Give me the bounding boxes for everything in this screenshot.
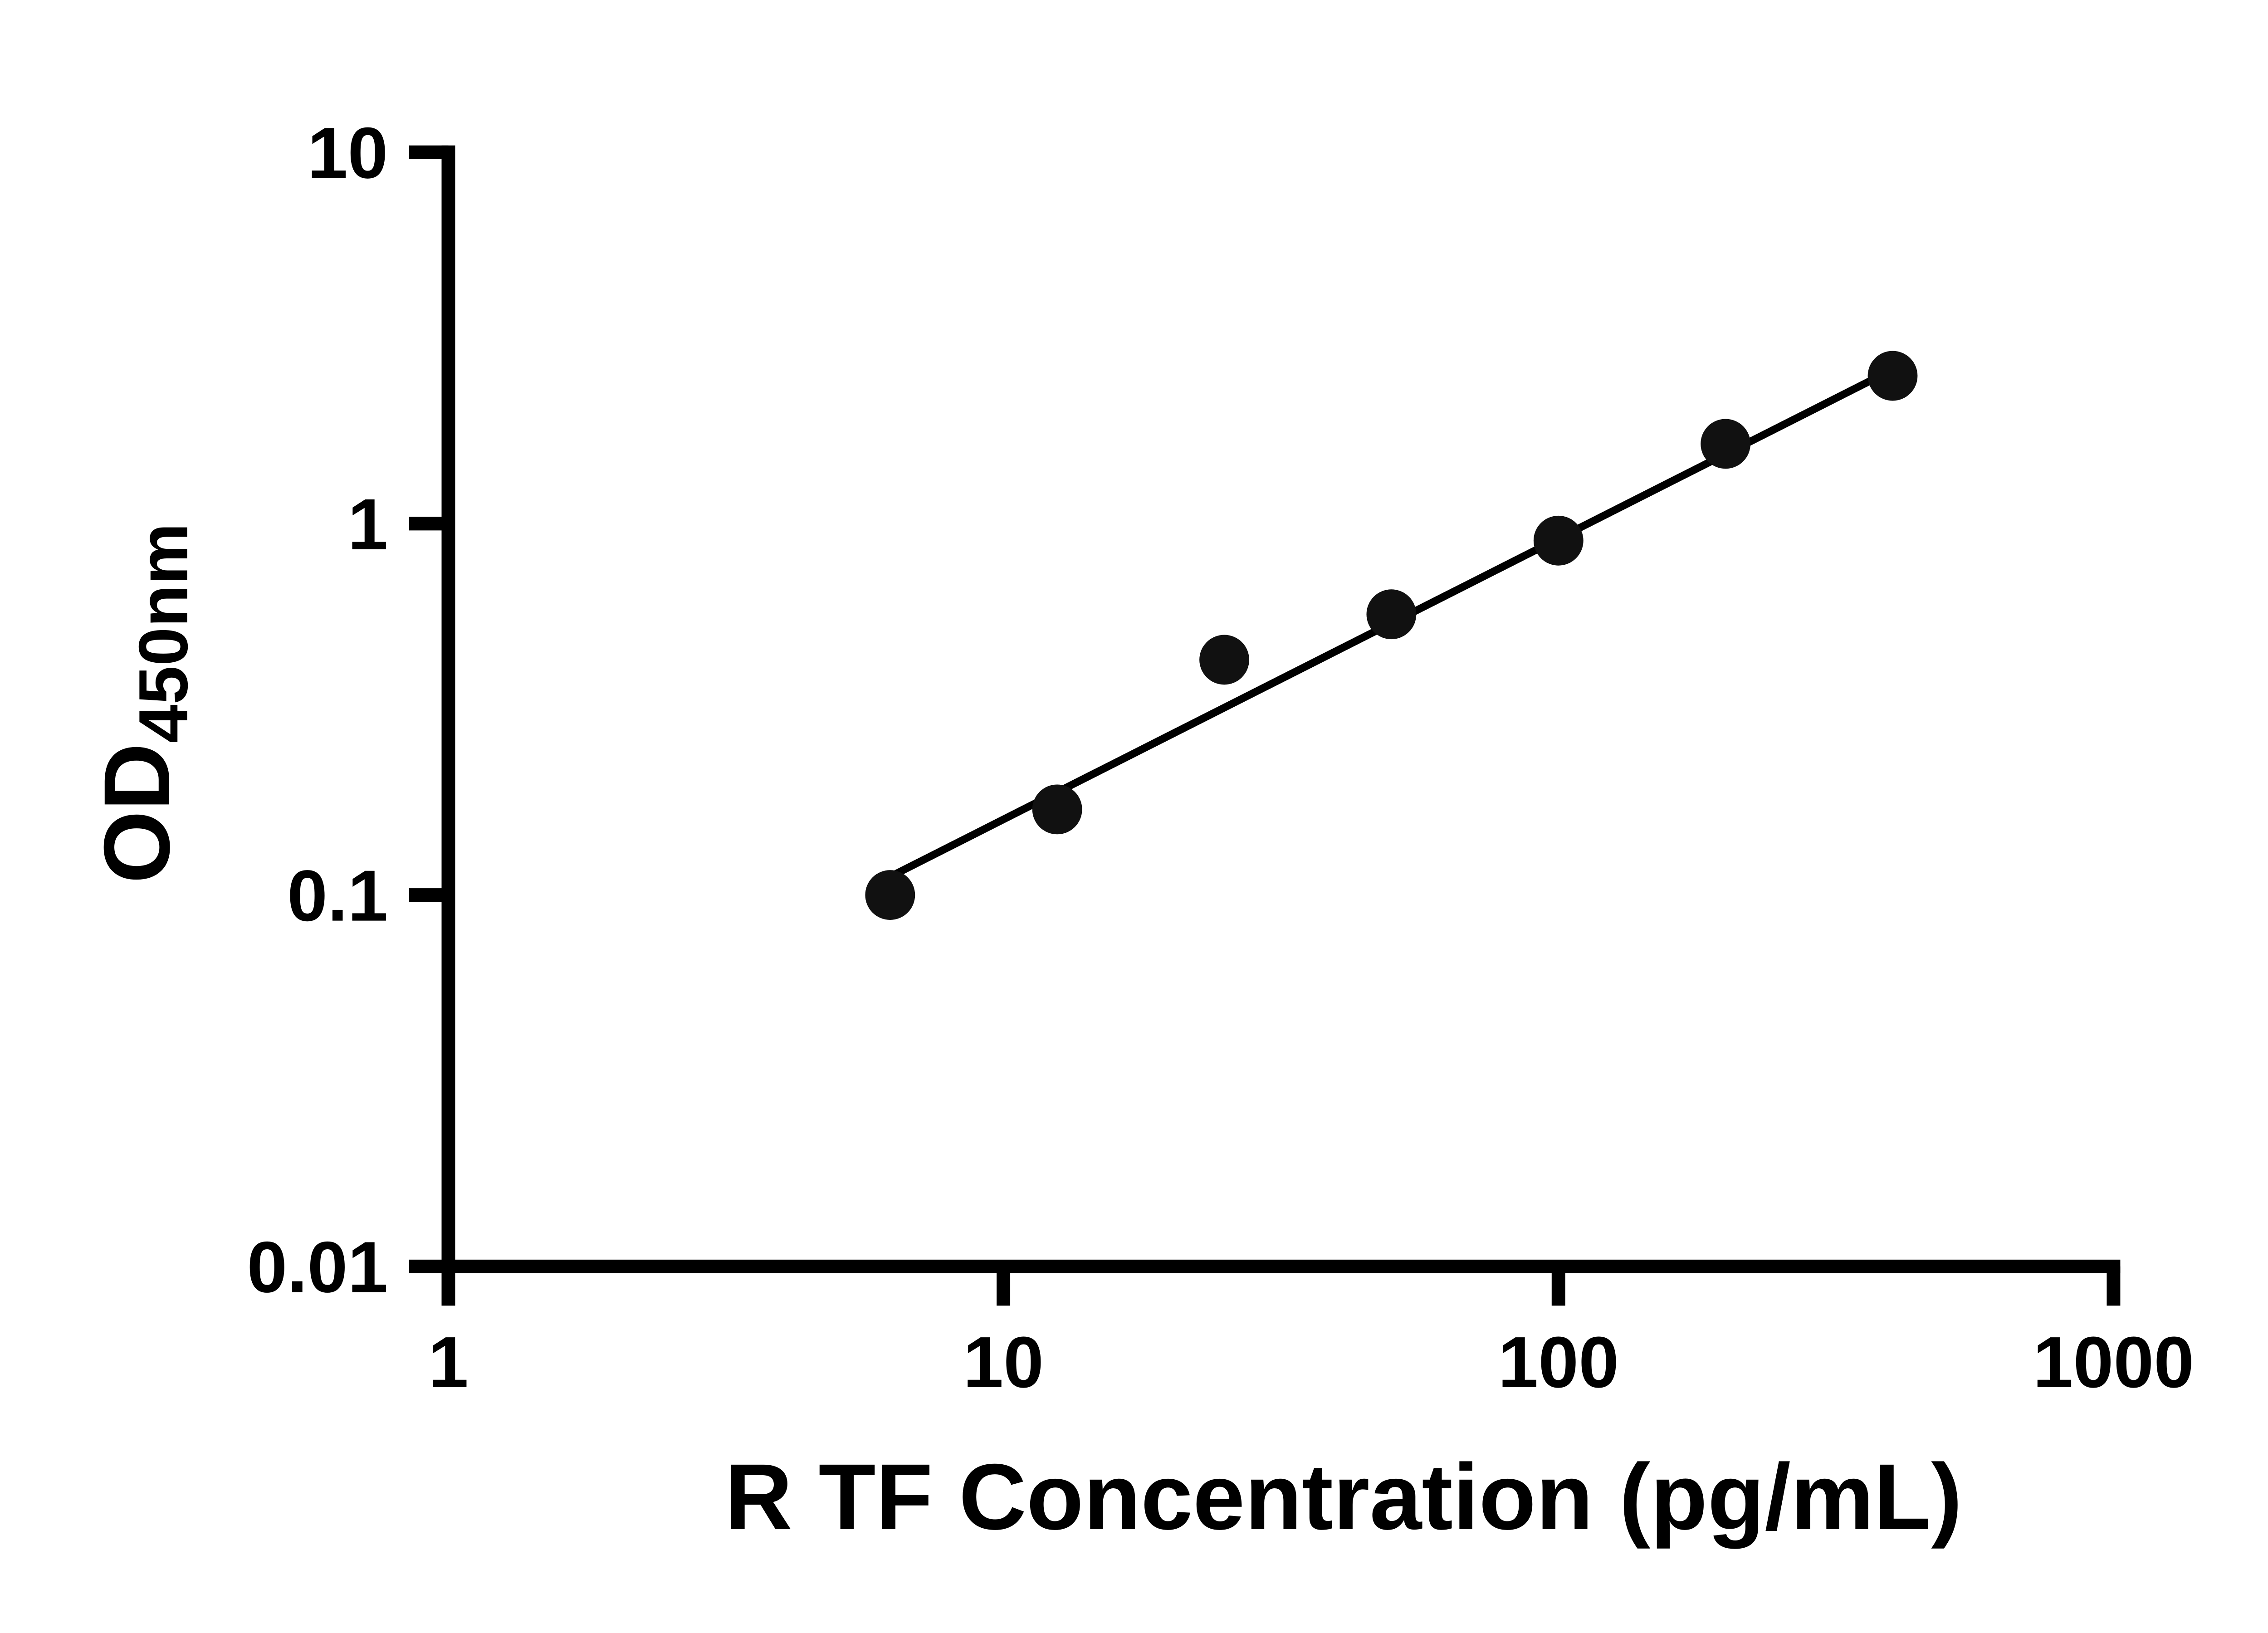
y-tick-label: 1	[347, 484, 388, 565]
series-layer	[865, 351, 1918, 920]
y-tick-label: 10	[308, 112, 388, 193]
axes: 1 10 100 1000 0.01 0.1 1 10	[247, 112, 2194, 1403]
data-point	[1366, 589, 1417, 640]
y-axis-title: OD450nm	[84, 523, 202, 884]
y-tick-label: 0.01	[247, 1226, 388, 1307]
y-axis-title-main: OD	[84, 743, 189, 883]
x-axis-title: R TF Concentration (pg/mL)	[725, 1444, 1962, 1549]
data-point	[1701, 419, 1751, 469]
data-point	[1199, 635, 1249, 685]
data-point	[865, 870, 915, 920]
y-axis-title-sub: 450nm	[125, 523, 202, 743]
data-point	[1533, 515, 1584, 566]
x-tick-label: 1000	[2033, 1321, 2194, 1403]
data-point	[1867, 351, 1918, 401]
x-tick-label: 1	[428, 1321, 469, 1403]
x-tick-label: 100	[1498, 1321, 1619, 1403]
y-tick-label: 0.1	[287, 855, 388, 936]
x-tick-label: 10	[963, 1321, 1044, 1403]
data-point	[1032, 784, 1082, 835]
